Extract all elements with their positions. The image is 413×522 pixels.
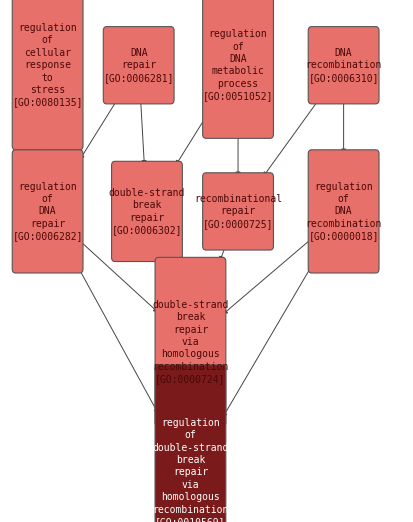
Text: regulation
of
cellular
response
to
stress
[GO:0080135]: regulation of cellular response to stres… (12, 23, 83, 108)
Text: recombinational
repair
[GO:0000725]: recombinational repair [GO:0000725] (194, 194, 281, 229)
Text: double-strand
break
repair
[GO:0006302]: double-strand break repair [GO:0006302] (109, 188, 185, 235)
FancyBboxPatch shape (202, 0, 273, 138)
Text: regulation
of
double-strand
break
repair
via
homologous
recombination
[GO:001056: regulation of double-strand break repair… (152, 418, 228, 522)
FancyBboxPatch shape (111, 161, 182, 262)
FancyBboxPatch shape (12, 0, 83, 150)
FancyBboxPatch shape (154, 365, 225, 522)
Text: DNA
repair
[GO:0006281]: DNA repair [GO:0006281] (103, 48, 173, 82)
Text: DNA
recombination
[GO:0006310]: DNA recombination [GO:0006310] (305, 48, 381, 82)
FancyBboxPatch shape (154, 257, 225, 426)
FancyBboxPatch shape (103, 27, 173, 104)
FancyBboxPatch shape (307, 27, 378, 104)
Text: regulation
of
DNA
recombination
[GO:0000018]: regulation of DNA recombination [GO:0000… (305, 182, 381, 241)
Text: double-strand
break
repair
via
homologous
recombination
[GO:0000724]: double-strand break repair via homologou… (152, 300, 228, 384)
FancyBboxPatch shape (202, 173, 273, 250)
Text: regulation
of
DNA
repair
[GO:0006282]: regulation of DNA repair [GO:0006282] (12, 182, 83, 241)
Text: regulation
of
DNA
metabolic
process
[GO:0051052]: regulation of DNA metabolic process [GO:… (202, 29, 273, 101)
FancyBboxPatch shape (307, 150, 378, 273)
FancyBboxPatch shape (12, 150, 83, 273)
